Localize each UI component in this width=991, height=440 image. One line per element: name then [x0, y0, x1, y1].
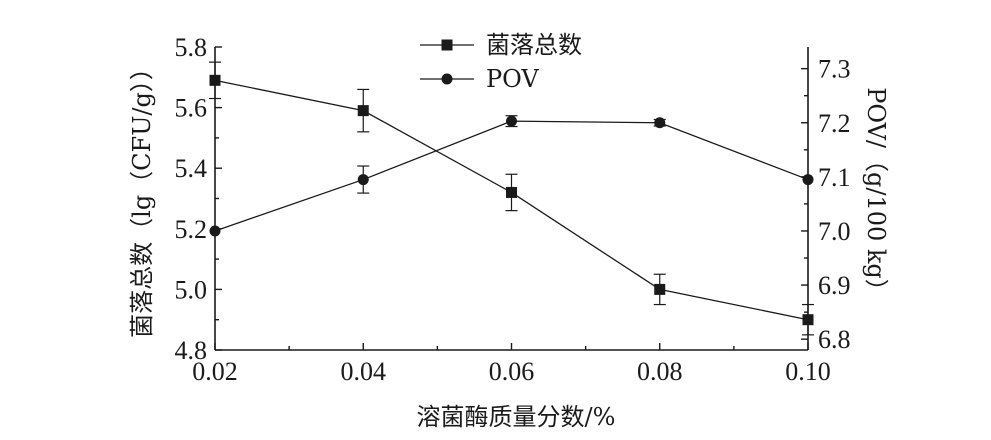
x-axis-title: 溶菌酶质量分数/%: [417, 403, 616, 431]
data-point-circle: [209, 225, 221, 237]
y-left-tick-label: 5.4: [175, 154, 208, 183]
legend: 菌落总数 POV: [420, 31, 582, 93]
legend-label: 菌落总数: [486, 31, 582, 59]
x-tick-label: 0.10: [785, 357, 831, 386]
data-point-circle: [802, 174, 814, 186]
axes: 0.02 0.04 0.06 0.08 0.10 4.8 5.0 5.2 5.4 5.6 5.8 6.…: [175, 33, 851, 386]
data-point-square: [506, 186, 517, 198]
y-right-tick-label: 7.1: [818, 163, 851, 192]
data-point-square: [209, 74, 221, 86]
x-tick-label: 0.06: [489, 357, 535, 386]
x-tick-label: 0.08: [637, 357, 683, 386]
y-right-tick-label: 6.9: [818, 271, 851, 300]
y-axis-left-title: 菌落总数（lg（CFU/g））: [128, 56, 156, 338]
x-tick-label: 0.02: [192, 357, 238, 386]
y-left-tick-label: 5.8: [175, 33, 208, 62]
y-right-tick-label: 7.0: [818, 217, 851, 246]
data-point-circle: [357, 174, 369, 186]
chart-marks: [209, 61, 814, 336]
data-point-square: [654, 283, 666, 295]
y-left-tick-label: 5.2: [175, 215, 208, 244]
data-point-circle: [654, 117, 666, 129]
y-right-tick-label: 7.3: [818, 55, 851, 84]
y-left-tick-label: 5.6: [175, 94, 208, 123]
y-axis-right-title: POV/（g/100 kg）: [862, 87, 890, 303]
legend-marker-square: [441, 39, 453, 51]
y-left-tick-label: 4.8: [175, 336, 208, 365]
y-right-tick-label: 7.2: [818, 109, 851, 138]
legend-marker-circle: [441, 73, 453, 85]
y-left-tick-label: 5.0: [175, 275, 208, 304]
legend-label: POV: [486, 65, 539, 93]
x-tick-label: 0.04: [341, 357, 387, 386]
y-right-tick-label: 6.8: [818, 325, 851, 354]
data-point-circle: [506, 115, 517, 127]
data-point-square: [802, 314, 814, 326]
data-point-square: [357, 105, 369, 117]
